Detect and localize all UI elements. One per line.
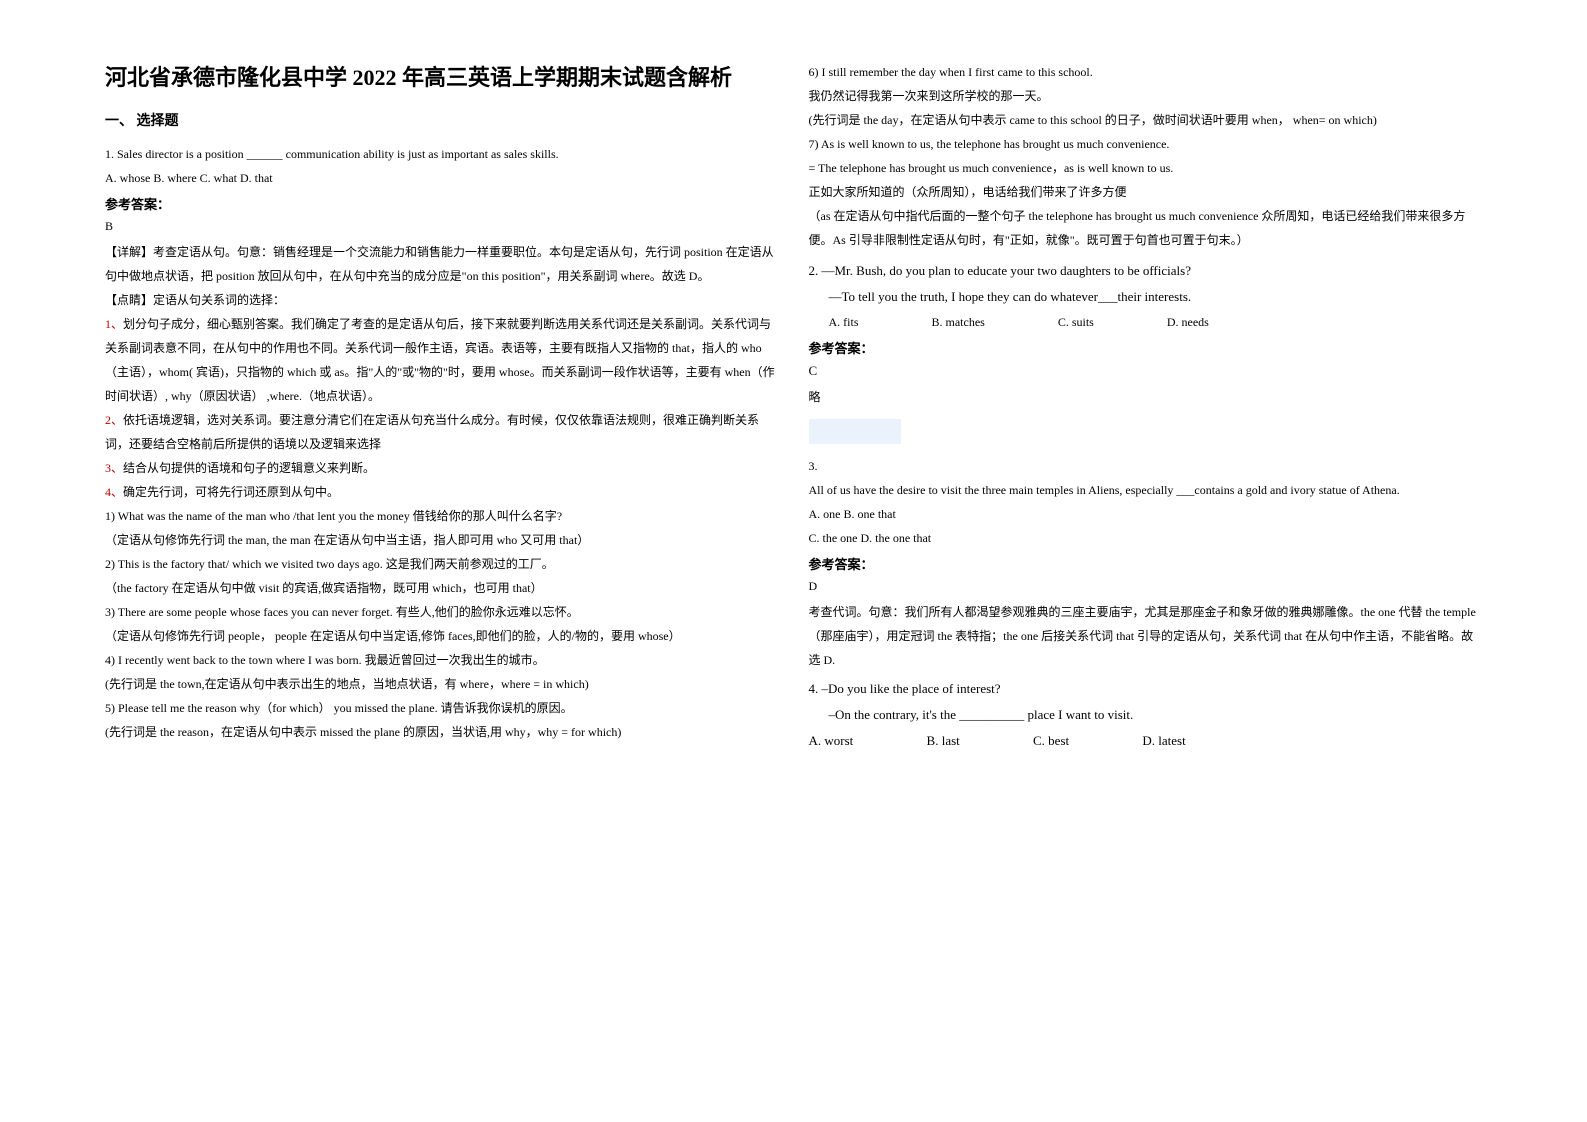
example-6: 6) I still remember the day when I first… [809,60,1483,84]
q3-answer-label: 参考答案： [809,554,1483,573]
point-1-label: 1、 [105,317,123,331]
q1-stem: 1. Sales director is a position ______ c… [105,142,779,166]
point-2-text: 依托语境逻辑，选对关系词。要注意分清它们在定语从句充当什么成分。有时候，仅仅依靠… [105,413,759,451]
example-7-note: （as 在定语从句中指代后面的一整个句子 the telephone has b… [809,204,1483,252]
example-5-note: (先行词是 the reason，在定语从句中表示 missed the pla… [105,720,779,744]
example-3: 3) There are some people whose faces you… [105,600,779,624]
q2-answer: C [809,363,1483,379]
q3-opts1: A. one B. one that [809,502,1483,526]
q2-answer-label: 参考答案： [809,338,1483,357]
q4-opt-b: B. last [927,728,960,754]
q4-opt-a: A. worst [809,728,854,754]
left-column: 河北省承德市隆化县中学 2022 年高三英语上学期期末试题含解析 一、 选择题 … [90,60,794,1062]
point-2-label: 2、 [105,413,123,427]
right-column: 6) I still remember the day when I first… [794,60,1498,1062]
point-4-text: 确定先行词，可将先行词还原到从句中。 [123,485,339,499]
q3-opts2: C. the one D. the one that [809,526,1483,550]
example-7-cn: 正如大家所知道的（众所周知），电话给我们带来了许多方便 [809,180,1483,204]
answer-label: 参考答案： [105,194,779,213]
q1-options: A. whose B. where C. what D. that [105,166,779,190]
example-3-note: （定语从句修饰先行词 people， people 在定语从句中当定语,修饰 f… [105,624,779,648]
point-2: 2、依托语境逻辑，选对关系词。要注意分清它们在定语从句充当什么成分。有时候，仅仅… [105,408,779,456]
q1-answer: B [105,219,779,234]
q2-line2: —To tell you the truth, I hope they can … [809,284,1483,310]
q4-options: A. worst B. last C. best D. latest [809,728,1483,754]
q3-stem: All of us have the desire to visit the t… [809,478,1483,502]
example-6-cn: 我仍然记得我第一次来到这所学校的那一天。 [809,84,1483,108]
example-4-note: (先行词是 the town,在定语从句中表示出生的地点，当地点状语，有 whe… [105,672,779,696]
dianjing-heading: 【点睛】定语从句关系词的选择： [105,288,779,312]
example-5: 5) Please tell me the reason why（for whi… [105,696,779,720]
point-1-text: 划分句子成分，细心甄别答案。我们确定了考查的是定语从句后，接下来就要判断选用关系… [105,317,775,403]
example-4: 4) I recently went back to the town wher… [105,648,779,672]
q3-num: 3. [809,454,1483,478]
q4-opt-c: C. best [1033,728,1069,754]
example-6-note: (先行词是 the day，在定语从句中表示 came to this scho… [809,108,1483,132]
q2-line1: 2. —Mr. Bush, do you plan to educate you… [809,258,1483,284]
example-1-note: （定语从句修饰先行词 the man, the man 在定语从句中当主语，指人… [105,528,779,552]
point-4: 4、确定先行词，可将先行词还原到从句中。 [105,480,779,504]
q2-options: A. fits B. matches C. suits D. needs [809,310,1483,334]
point-4-label: 4、 [105,485,123,499]
q2-opt-a: A. fits [829,310,859,334]
q2-opt-d: D. needs [1167,310,1209,334]
point-3-label: 3、 [105,461,123,475]
q2-opt-b: B. matches [932,310,985,334]
q4-opt-d: D. latest [1142,728,1185,754]
example-2-note: （the factory 在定语从句中做 visit 的宾语,做宾语指物，既可用… [105,576,779,600]
section-heading: 一、 选择题 [105,110,779,130]
point-3-text: 结合从句提供的语境和句子的逻辑意义来判断。 [123,461,375,475]
q3-answer: D [809,579,1483,594]
q2-opt-c: C. suits [1058,310,1094,334]
q2-lue: 略 [809,385,1483,409]
q3-detail: 考查代词。句意：我们所有人都渴望参观雅典的三座主要庙宇，尤其是那座金子和象牙做的… [809,600,1483,672]
example-1: 1) What was the name of the man who /tha… [105,504,779,528]
document-title: 河北省承德市隆化县中学 2022 年高三英语上学期期末试题含解析 [105,60,779,95]
q4-line2: –On the contrary, it's the __________ pl… [809,702,1483,728]
example-7: 7) As is well known to us, the telephone… [809,132,1483,156]
example-2: 2) This is the factory that/ which we vi… [105,552,779,576]
point-3: 3、结合从句提供的语境和句子的逻辑意义来判断。 [105,456,779,480]
point-1: 1、划分句子成分，细心甄别答案。我们确定了考查的是定语从句后，接下来就要判断选用… [105,312,779,408]
example-7-eq: = The telephone has brought us much conv… [809,156,1483,180]
q4-line1: 4. –Do you like the place of interest? [809,676,1483,702]
watermark-box: 试题文字水印 [809,419,901,444]
detail-text: 【详解】考查定语从句。句意：销售经理是一个交流能力和销售能力一样重要职位。本句是… [105,240,779,288]
